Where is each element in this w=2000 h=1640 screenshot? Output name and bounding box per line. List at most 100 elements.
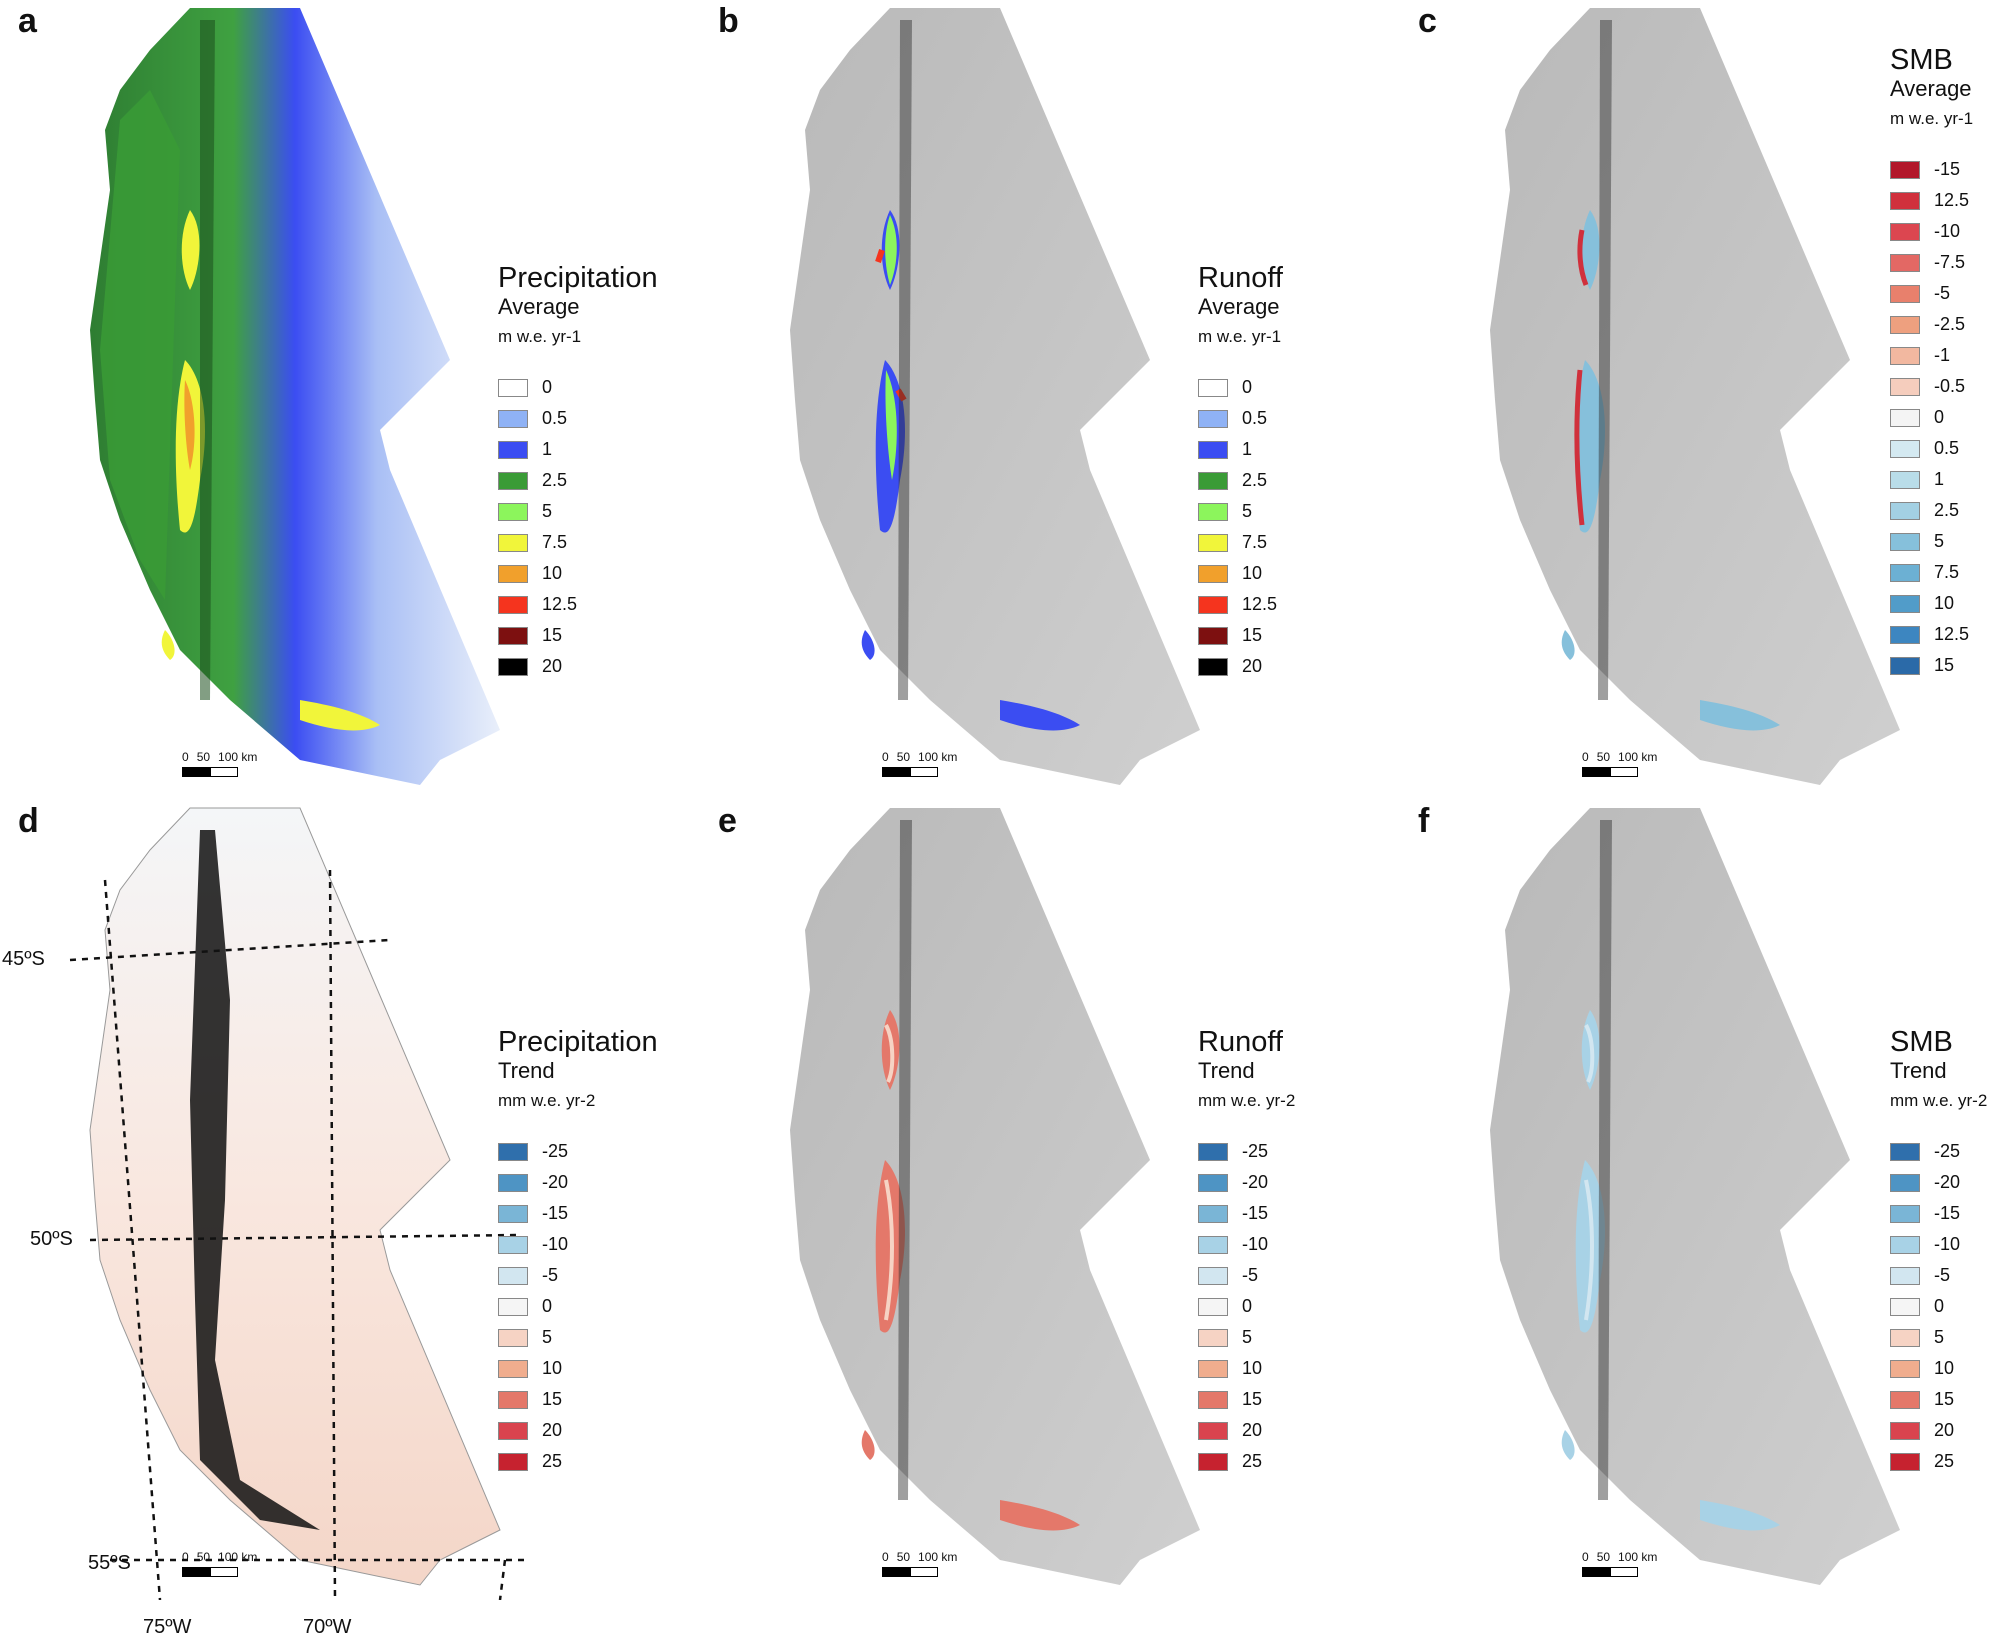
legend-title: Runoff [1198, 1026, 1283, 1058]
scale-bar: 0 50 100 km [1582, 750, 1657, 777]
legend-label: 1 [1242, 439, 1253, 459]
scale-0: 0 [1582, 750, 1589, 764]
legend-item: 5 [1198, 1322, 1295, 1353]
legend-swatch [498, 1204, 528, 1223]
legend-items: -15 12.5 -10 -7.5 -5 -2.5 -1 -0.5 0 0.5 1 2.5 5 7.5 10… [1890, 154, 1973, 681]
legend-item: 20 [1890, 1415, 1987, 1446]
legend-item: -5 [498, 1260, 658, 1291]
map-runoff-trend [790, 808, 1200, 1585]
panel-a: a Precipitation Average m w.e. yr-1 0 0.5… [0, 0, 680, 800]
legend-item: 12.5 [498, 589, 658, 620]
legend-swatch [498, 1297, 528, 1316]
legend-label: 15 [542, 625, 563, 645]
legend-swatch [498, 378, 528, 397]
legend-swatch [498, 1359, 528, 1378]
legend-label: 20 [1242, 1420, 1263, 1440]
legend-label: -5 [1934, 1265, 1951, 1285]
legend-label: 10 [1242, 563, 1263, 583]
legend-swatch [1890, 1235, 1920, 1254]
legend-item: -5 [1890, 278, 1973, 309]
scale-100: 100 km [218, 750, 258, 764]
legend-label: -5 [1934, 283, 1951, 303]
legend-label: 15 [542, 1389, 563, 1409]
legend-label: -10 [542, 1234, 569, 1254]
legend-item: 0 [1198, 372, 1283, 403]
legend-swatch [1890, 563, 1920, 582]
legend-swatch [1890, 439, 1920, 458]
lon-70-label: 70ºW [303, 1616, 352, 1638]
legend-item: 20 [1198, 651, 1283, 682]
legend-item: 0 [498, 1291, 658, 1322]
legend-item: 12.5 [1890, 185, 1973, 216]
legend-item: -20 [1198, 1167, 1295, 1198]
legend-item: 0 [1890, 402, 1973, 433]
legend: Runoff Average m w.e. yr-1 0 0.5 1 2.5 5 7.5 1… [1198, 262, 1283, 682]
legend-label: 0 [1934, 407, 1945, 427]
legend-item: -25 [1890, 1136, 1987, 1167]
legend-swatch [1198, 1266, 1228, 1285]
legend-unit: mm w.e. yr-2 [1890, 1091, 1988, 1110]
legend-item: 10 [1198, 558, 1283, 589]
legend-label: -10 [1934, 221, 1961, 241]
legend-label: -25 [1934, 1141, 1961, 1161]
legend-item: 15 [1890, 650, 1973, 681]
legend-swatch [1890, 346, 1920, 365]
legend-item: -10 [498, 1229, 658, 1260]
legend-item: 0.5 [1890, 433, 1973, 464]
legend-item: 5 [1890, 526, 1973, 557]
legend-item: 15 [498, 620, 658, 651]
legend-unit: m w.e. yr-1 [498, 327, 582, 346]
legend-item: 15 [1198, 620, 1283, 651]
legend-item: 5 [498, 1322, 658, 1353]
legend-swatch [1198, 1452, 1228, 1471]
scale-100: 100 km [918, 1550, 958, 1564]
legend-items: 0 0.5 1 2.5 5 7.5 10 12.5 15 20 [498, 372, 658, 682]
legend-item: 10 [498, 1353, 658, 1384]
legend-swatch [498, 502, 528, 521]
legend-item: 10 [498, 558, 658, 589]
legend-label: 20 [542, 656, 563, 676]
legend-label: 25 [542, 1451, 563, 1471]
legend-label: -15 [1934, 159, 1961, 179]
legend-swatch [1890, 222, 1920, 241]
legend-swatch [1890, 1328, 1920, 1347]
legend-label: -20 [1242, 1172, 1269, 1192]
legend-swatch [1890, 625, 1920, 644]
legend-label: 10 [1934, 593, 1955, 613]
legend-swatch [1890, 284, 1920, 303]
legend-swatch [1890, 1297, 1920, 1316]
scale-100: 100 km [1618, 1550, 1658, 1564]
scale-bar: 0 50 100 km [1582, 1550, 1657, 1577]
legend-label: 0 [542, 377, 553, 397]
map-precipitation-trend [69, 807, 530, 1600]
legend-swatch [1890, 1204, 1920, 1223]
map-precipitation-average [90, 8, 500, 785]
legend-item: -15 [1890, 1198, 1987, 1229]
legend-item: 0 [1890, 1291, 1987, 1322]
legend-swatch [1890, 160, 1920, 179]
legend-label: -15 [1934, 1203, 1961, 1223]
legend-item: 20 [498, 651, 658, 682]
legend-item: 15 [1890, 1384, 1987, 1415]
panel-f: f SMB Trend mm w.e. yr-2 -25 -20 -15 -10 -5 0… [1400, 800, 2000, 1600]
legend-unit: m w.e. yr-1 [1198, 327, 1282, 346]
legend-item: -10 [1198, 1229, 1295, 1260]
legend-label: 0 [1242, 377, 1253, 397]
legend-swatch [1890, 470, 1920, 489]
legend-unit: m w.e. yr-1 [1890, 109, 1974, 128]
legend-swatch [1890, 1390, 1920, 1409]
legend-swatch [1890, 1142, 1920, 1161]
legend-item: -2.5 [1890, 309, 1973, 340]
panel-letter: e [718, 802, 737, 840]
legend-label: 10 [1242, 1358, 1263, 1378]
legend-item: 15 [1198, 1384, 1295, 1415]
scale-0: 0 [882, 750, 889, 764]
legend-items: -25 -20 -15 -10 -5 0 5 10 15 20 25 [1890, 1136, 1987, 1477]
legend-label: 12.5 [1242, 594, 1278, 614]
legend-label: -0.5 [1934, 376, 1966, 396]
legend-label: 0.5 [1934, 438, 1960, 458]
scale-bar: 0 50 100 km [882, 750, 957, 777]
legend-label: 0.5 [542, 408, 568, 428]
legend-label: 20 [1242, 656, 1263, 676]
legend-label: 2.5 [1934, 500, 1960, 520]
